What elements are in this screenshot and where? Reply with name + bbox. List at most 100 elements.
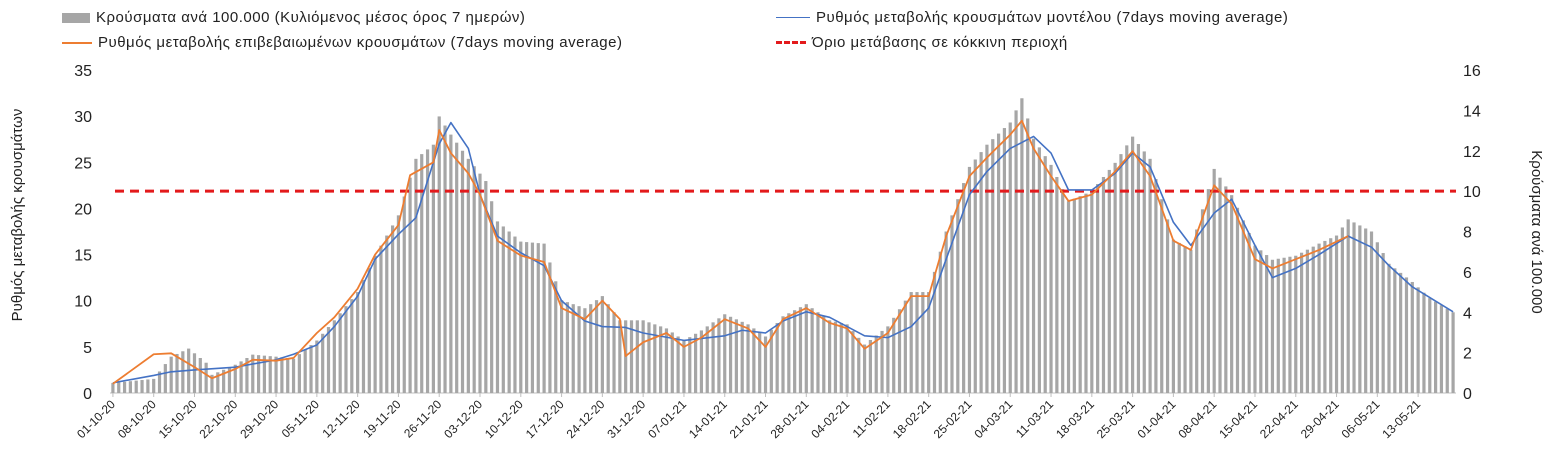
bar	[804, 304, 808, 393]
x-tick-label: 14-01-21	[686, 397, 730, 441]
x-tick-label: 15-10-20	[156, 397, 200, 441]
bar	[1294, 255, 1298, 393]
bar	[1049, 164, 1053, 393]
x-tick-label: 11-02-21	[850, 397, 893, 440]
bar	[606, 304, 610, 393]
y-axis-left-title: Ρυθμός μεταβολής κρουσμάτων	[9, 109, 26, 322]
bar	[1014, 110, 1018, 394]
bar	[245, 358, 249, 393]
bar	[513, 236, 517, 393]
bar	[921, 292, 925, 393]
bar	[1241, 220, 1245, 393]
bar	[152, 378, 156, 393]
bar	[1026, 118, 1030, 393]
bar	[967, 166, 972, 393]
bar	[1375, 242, 1379, 393]
bar	[915, 292, 919, 393]
bar	[1358, 225, 1362, 393]
bar	[903, 300, 907, 393]
bar	[828, 320, 832, 393]
bar	[996, 133, 1001, 393]
legend-item-model: Ρυθμός μεταβολής κρουσμάτων μοντέλου (7d…	[776, 9, 1288, 26]
x-tick-label: 25-03-21	[1094, 397, 1138, 441]
bar	[128, 381, 132, 393]
bar	[356, 292, 360, 393]
bar	[1329, 238, 1333, 393]
bar	[1142, 151, 1146, 393]
bar	[1154, 179, 1158, 393]
bar	[1195, 229, 1199, 393]
bar	[594, 300, 599, 393]
bar	[460, 150, 465, 393]
bar	[1061, 189, 1065, 393]
y-left-tick-label: 35	[74, 63, 92, 80]
bar	[1282, 257, 1286, 393]
legend-label-model: Ρυθμός μεταβολής κρουσμάτων μοντέλου (7d…	[816, 9, 1289, 26]
y-right-tick-label: 12	[1463, 144, 1481, 161]
bar	[466, 158, 470, 393]
x-tick-label: 22-04-21	[1257, 397, 1301, 441]
bar	[1043, 156, 1047, 393]
y-left-tick-label: 25	[74, 155, 92, 172]
y-right-tick-label: 6	[1463, 265, 1472, 282]
bar	[734, 319, 738, 393]
legend-item-threshold: Όριο μετάβασης σε κόκκινη περιοχή	[776, 34, 1068, 51]
bar	[1434, 301, 1438, 393]
bar	[361, 279, 366, 393]
bar	[1031, 138, 1036, 393]
bar	[787, 313, 791, 393]
bar	[950, 215, 954, 393]
bar	[175, 353, 179, 393]
bar	[909, 292, 913, 393]
bar	[1002, 128, 1007, 394]
bar	[1107, 169, 1111, 393]
bar	[268, 356, 272, 393]
bar	[455, 142, 459, 393]
x-tick-label: 28-01-21	[768, 397, 812, 441]
bar	[192, 353, 197, 393]
bar	[699, 330, 704, 393]
bar	[373, 255, 377, 393]
bar	[1101, 176, 1106, 393]
bar	[326, 327, 331, 393]
bar	[1265, 255, 1269, 393]
bar	[1206, 189, 1210, 393]
bar	[251, 354, 255, 393]
bar	[344, 306, 348, 393]
bar	[932, 271, 937, 394]
bar	[839, 323, 843, 393]
bar	[338, 313, 342, 393]
bar	[1317, 243, 1321, 393]
bar	[274, 356, 278, 393]
bar	[1072, 198, 1076, 393]
bar	[979, 152, 983, 393]
bar	[239, 361, 243, 393]
bar	[1305, 249, 1310, 393]
bar	[437, 116, 441, 394]
bar	[1008, 122, 1012, 394]
bar	[391, 225, 395, 393]
bar	[222, 369, 226, 393]
bar	[1084, 193, 1088, 393]
bar	[140, 380, 144, 393]
bar	[1288, 256, 1292, 393]
x-tick-label: 26-11-20	[401, 397, 444, 440]
x-tick-label: 05-11-20	[279, 397, 322, 440]
bar	[1428, 298, 1432, 393]
bar	[647, 322, 651, 393]
bar	[583, 308, 587, 393]
x-axis-ticks: 01-10-2008-10-2015-10-2022-10-2029-10-20…	[74, 393, 1423, 441]
bar	[1346, 219, 1350, 393]
bar	[1270, 259, 1275, 393]
bar	[886, 326, 890, 393]
bar	[752, 328, 756, 393]
y-left-tick-label: 15	[74, 248, 92, 265]
bar	[769, 329, 773, 393]
bar	[1165, 219, 1170, 393]
y-right-tick-label: 10	[1463, 184, 1481, 201]
bar	[227, 367, 232, 393]
y-right-tick-label: 0	[1463, 386, 1472, 403]
bar	[286, 358, 290, 393]
bar	[1177, 242, 1181, 393]
bars-group	[111, 98, 1455, 394]
